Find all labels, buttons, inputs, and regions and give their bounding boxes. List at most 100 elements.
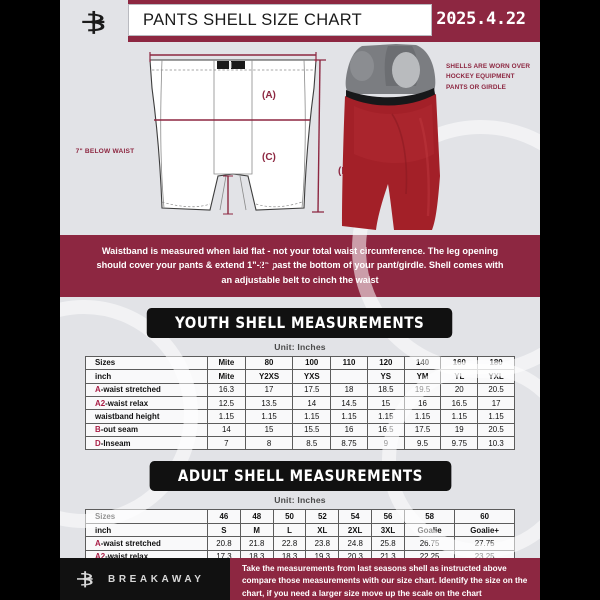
dimension-label-a: (A): [262, 90, 276, 101]
table-cell: 1.15: [366, 409, 405, 424]
table-cell: 16: [403, 395, 442, 411]
table-row: B-out seam 14 15 15.5 16 16.5 17.5 19 20.5: [85, 422, 515, 438]
table-header-cell: YS: [366, 369, 405, 384]
photo-note: SHELLS ARE WORN OVER HOCKEY EQUIPMENT PA…: [446, 63, 531, 91]
measure-letter: A2: [95, 552, 106, 562]
table-cell: 15: [244, 422, 294, 438]
table-cell: 19.5: [403, 382, 442, 397]
table-cell: 9: [366, 436, 405, 451]
youth-heading: YOUTH SHELL MEASUREMENTS: [147, 307, 453, 338]
table-cell: 17: [477, 395, 515, 411]
table-row: A2-waist relax 12.5 13.5 14 14.5 15 16 16.5 17: [85, 395, 515, 411]
table-header-cell: Y2XS: [244, 369, 294, 384]
row-label: B-out seam: [85, 422, 208, 438]
table-header-cell: S: [207, 522, 241, 538]
table-header-cell: YXL: [477, 369, 515, 384]
youth-table-wrap: Sizes Mite 80 100 110 120 140 160 180 inch Mite Y2X…: [60, 352, 540, 451]
footer-instructions: Take the measurements from last seasons …: [230, 558, 540, 600]
table-header-cell: 120: [366, 355, 405, 371]
table-cell: 1.15: [440, 409, 479, 424]
table-row: Sizes Mite 80 100 110 120 140 160 180: [85, 355, 515, 371]
table-cell: 8: [244, 436, 294, 451]
table-header-cell: 110: [330, 355, 368, 371]
table-cell: 16.3: [207, 382, 246, 397]
row-label: inch: [85, 369, 208, 384]
table-header-cell: 160: [440, 355, 479, 371]
table-cell: 26.75: [403, 536, 456, 551]
table-header-cell: 80: [244, 355, 294, 371]
table-cell: 21.8: [239, 536, 274, 551]
table-cell: 19: [440, 422, 479, 438]
table-cell: 20.8: [207, 536, 241, 551]
pants-shell-technical-drawing: [149, 52, 326, 215]
table-cell: 14: [207, 422, 246, 438]
size-chart-page: PANTS SHELL SIZE CHART 2025.4.22: [60, 0, 540, 600]
table-header-cell: 48: [239, 509, 274, 524]
table-header-cell: 54: [338, 509, 373, 524]
table-header-cell: 140: [403, 355, 442, 371]
table-cell: 9.75: [440, 436, 479, 451]
table-cell: 22.8: [272, 536, 307, 551]
measure-letter: A: [95, 538, 101, 548]
table-header-cell: 3XL: [371, 522, 405, 538]
table-header-cell: Mite: [207, 355, 246, 371]
youth-unit-label: Unit: Inches: [274, 341, 326, 352]
measure-letter: D: [95, 438, 101, 448]
table-header-cell: M: [239, 522, 274, 538]
date-badge: 2025.4.22: [434, 4, 528, 34]
row-label: inch: [85, 522, 208, 538]
row-label: Sizes: [85, 355, 208, 371]
table-header-cell: Goalie: [403, 522, 456, 538]
table-row: D-Inseam 7 8 8.5 8.75 9 9.5 9.75 10.3: [85, 436, 515, 451]
table-row: A-waist stretched 16.3 17 17.5 18 18.5 19.5 20 2…: [85, 382, 515, 397]
measure-letter: B: [95, 425, 101, 435]
table-cell: 17.5: [403, 422, 442, 438]
measure-letter: A: [95, 385, 101, 395]
row-label: A-waist stretched: [85, 536, 208, 551]
table-header-cell: 56: [371, 509, 405, 524]
table-cell: 20.5: [477, 382, 515, 397]
table-header-cell: 100: [292, 355, 332, 371]
table-header-cell: 50: [272, 509, 307, 524]
table-header-cell: XL: [305, 522, 340, 538]
row-label: D-Inseam: [85, 436, 208, 451]
table-header-cell: 180: [477, 355, 515, 371]
dimension-label-d: (D): [260, 260, 274, 271]
table-cell: 13.5: [244, 395, 294, 411]
diagram-section: (A) (C) (B) (D) 7" BELOW WAIST SHELLS AR…: [60, 42, 540, 271]
breakaway-b-logo-icon: [77, 571, 93, 588]
table-cell: 25.8: [371, 536, 405, 551]
table-header-cell: 60: [454, 509, 515, 524]
table-cell: 14: [292, 395, 332, 411]
page-title: PANTS SHELL SIZE CHART: [128, 4, 432, 36]
table-header-cell: L: [272, 522, 307, 538]
table-header-cell: 58: [403, 509, 456, 524]
table-cell: 27.75: [454, 536, 515, 551]
table-cell: 24.8: [338, 536, 373, 551]
table-cell: 10.3: [477, 436, 515, 451]
table-cell: 15.5: [292, 422, 332, 438]
table-cell: 1.15: [330, 409, 368, 424]
table-header-cell: YXS: [292, 369, 332, 384]
shell-product-photo: [342, 44, 440, 230]
table-cell: 20: [440, 382, 479, 397]
table-cell: 20.5: [477, 422, 515, 438]
footer-brand: BREAKAWAY: [60, 558, 230, 600]
youth-section-header: YOUTH SHELL MEASUREMENTS Unit: Inches: [60, 297, 540, 352]
row-label: A-waist stretched: [85, 382, 208, 397]
table-header-cell: [330, 369, 368, 384]
table-cell: 1.15: [207, 409, 246, 424]
youth-measurements-table: Sizes Mite 80 100 110 120 140 160 180 inch Mite Y2X…: [85, 355, 515, 451]
table-cell: 15: [366, 395, 405, 411]
table-cell: 8.5: [292, 436, 332, 451]
below-waist-note: 7" BELOW WAIST: [75, 148, 135, 155]
brand-logo-container: [60, 0, 128, 42]
measure-letter: A2: [95, 398, 106, 408]
table-cell: 17: [244, 382, 294, 397]
table-cell: 14.5: [330, 395, 368, 411]
table-header-cell: Goalie+: [454, 522, 515, 538]
page-footer: BREAKAWAY Take the measurements from las…: [60, 558, 540, 600]
adult-heading: ADULT SHELL MEASUREMENTS: [149, 461, 451, 492]
table-header-cell: Mite: [207, 369, 246, 384]
